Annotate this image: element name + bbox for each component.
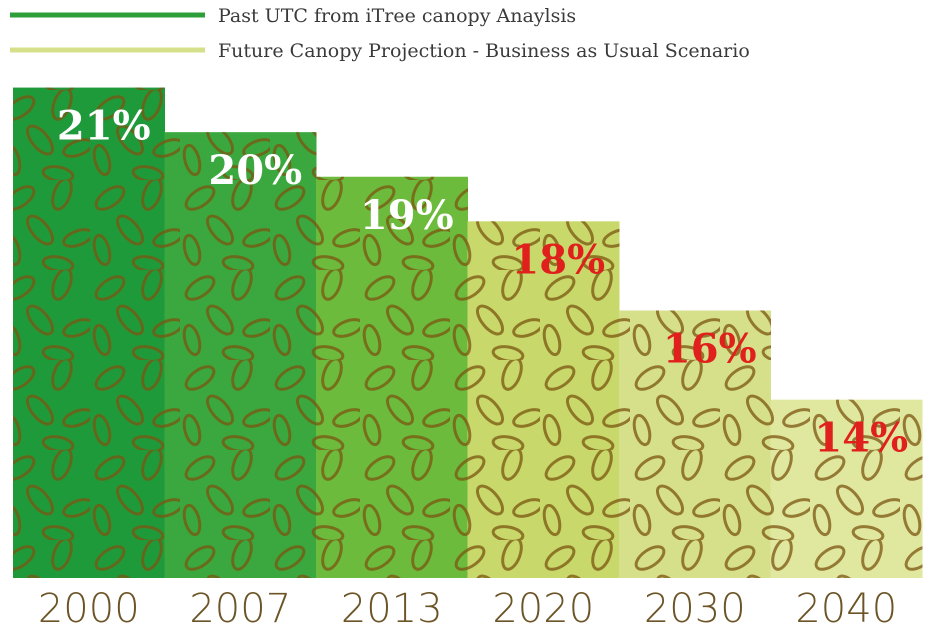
value-label: 21% xyxy=(57,103,151,150)
value-label: 20% xyxy=(208,147,302,194)
x-tick-label: 2040 xyxy=(795,586,897,631)
value-label: 16% xyxy=(663,326,757,373)
value-label: 19% xyxy=(360,192,454,239)
x-tick-label: 2030 xyxy=(644,586,746,631)
value-label: 14% xyxy=(814,415,908,462)
bar-pattern xyxy=(165,132,317,578)
x-tick-label: 2020 xyxy=(492,586,594,631)
legend-label: Past UTC from iTree canopy Anaylsis xyxy=(218,5,576,27)
chart: Past UTC from iTree canopy Anaylsis Futur… xyxy=(0,0,930,631)
x-tick-label: 2013 xyxy=(341,586,443,631)
x-tick-label: 2000 xyxy=(38,586,140,631)
legend-label: Future Canopy Projection - Business as U… xyxy=(218,40,750,62)
x-tick-label: 2007 xyxy=(189,586,291,631)
bar-pattern xyxy=(13,88,165,578)
value-label: 18% xyxy=(511,236,605,283)
